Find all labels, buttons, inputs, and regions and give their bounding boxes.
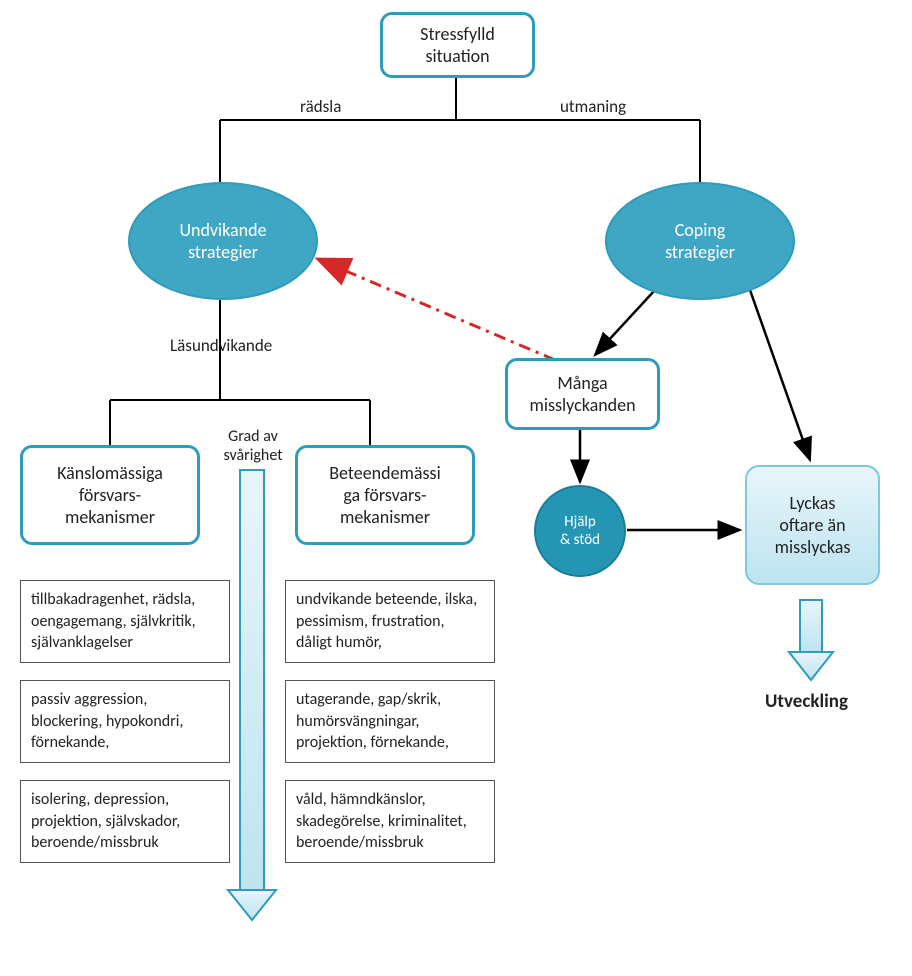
label-lasundvikande: Läsundvikande <box>170 335 272 356</box>
right-box-2: våld, hämndkänslor, skadegörelse, krimin… <box>285 780 495 863</box>
node-succeed-text: Lyckasoftare änmisslyckas <box>775 492 851 558</box>
node-help-text: Hjälp& stöd <box>560 513 600 549</box>
node-emotional: Känslomässigaförsvars-mekanismer <box>20 445 200 545</box>
node-emotional-text: Känslomässigaförsvars-mekanismer <box>57 462 163 528</box>
node-behavioral: Beteendemässiga försvars-mekanismer <box>295 445 475 545</box>
label-utmaning: utmaning <box>560 96 626 117</box>
utveckling-arrow <box>789 600 833 680</box>
right-box-1: utagerande, gap/skrik, humörsvängningar,… <box>285 680 495 763</box>
label-utveckling: Utveckling <box>765 690 848 713</box>
node-root: Stressfylldsituation <box>380 12 535 78</box>
left-box-0: tillbakadragenhet, rädsla, oengagemang, … <box>20 580 230 663</box>
right-box-0: undvikande beteende, ilska, pessimism, f… <box>285 580 495 663</box>
node-avoid: Undvikandestrategier <box>128 182 318 300</box>
left-box-1: passiv aggression, blockering, hypokondr… <box>20 680 230 763</box>
node-coping-text: Copingstrategier <box>665 219 735 263</box>
node-coping: Copingstrategier <box>605 182 795 300</box>
label-radsla: rädsla <box>300 96 341 117</box>
label-grad: Grad avsvårighet <box>221 427 285 465</box>
node-root-text: Stressfylldsituation <box>420 23 495 67</box>
node-many-fail: Mångamisslyckanden <box>505 358 660 430</box>
grad-arrow <box>228 470 276 920</box>
node-many-fail-text: Mångamisslyckanden <box>529 372 635 416</box>
left-box-2: isolering, depression, projektion, själv… <box>20 780 230 863</box>
flowchart-container: Stressfylldsituation rädsla utmaning Und… <box>0 0 912 976</box>
node-succeed: Lyckasoftare änmisslyckas <box>745 465 880 585</box>
node-behavioral-text: Beteendemässiga försvars-mekanismer <box>329 462 440 528</box>
node-help: Hjälp& stöd <box>534 485 626 577</box>
node-avoid-text: Undvikandestrategier <box>179 219 266 263</box>
